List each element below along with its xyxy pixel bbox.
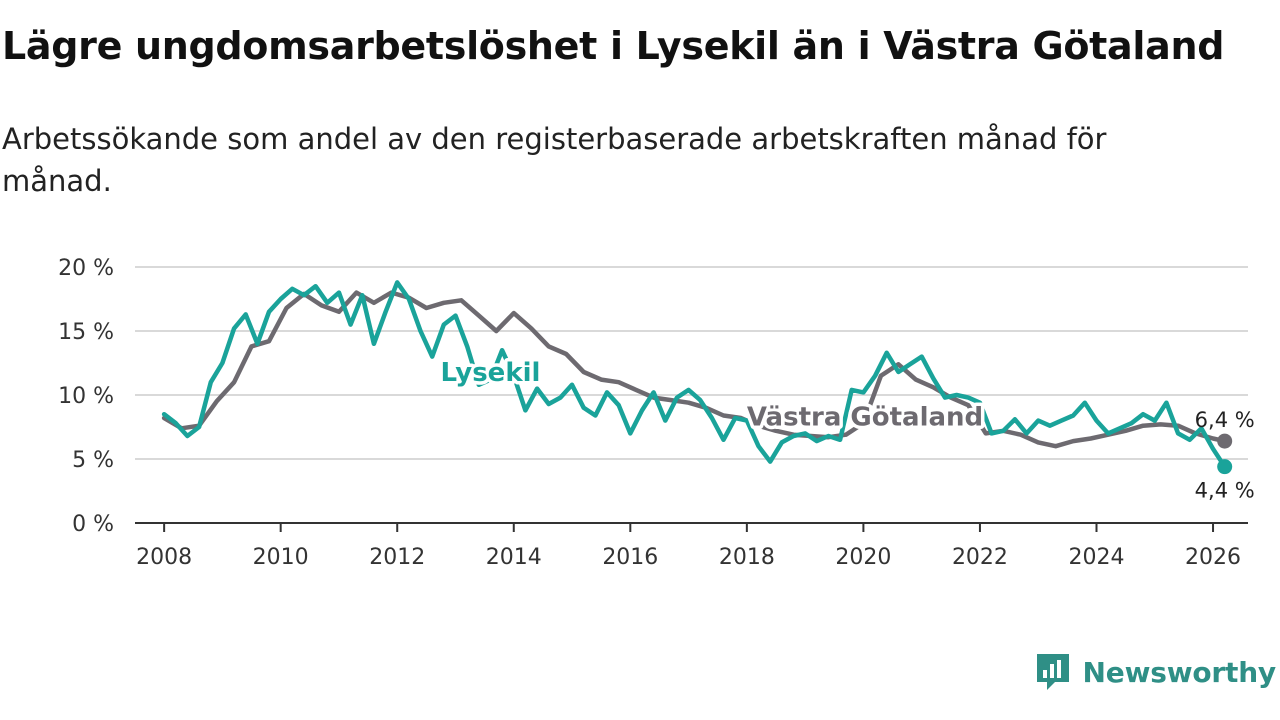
chart-subtitle: Arbetssökande som andel av den registerb…	[2, 122, 1107, 198]
gridlines	[135, 266, 1248, 460]
x-tick-label: 2012	[369, 545, 425, 570]
end-point-lysekil	[1217, 459, 1233, 475]
x-axis-ticks: 2008 2010 2012 2014 2016 2018 2020 2022 2024 2026	[136, 523, 1241, 570]
x-tick-label: 2022	[952, 545, 1008, 570]
x-tick-label: 2016	[602, 545, 658, 570]
x-tick-label: 2008	[136, 545, 192, 570]
brand-logo: Newsworthy	[1035, 652, 1276, 692]
x-tick-label: 2010	[253, 545, 309, 570]
y-tick-label: 20 %	[58, 256, 114, 281]
series-line-lysekil	[161, 280, 1227, 469]
y-tick-label: 0 %	[72, 512, 114, 537]
y-axis-ticks: 0 % 5 % 10 % 15 % 20 %	[58, 256, 114, 537]
series-labels: 6,4 % 4,4 % Lysekil Västra Götaland	[437, 354, 1255, 503]
brand-name: Newsworthy	[1082, 655, 1277, 689]
chart-title: Lägre ungdomsarbetslöshet i Lysekil än i…	[2, 24, 1225, 68]
series-line-v-stra-g-taland	[161, 290, 1227, 449]
x-tick-label: 2026	[1185, 545, 1241, 570]
x-tick-label: 2020	[835, 545, 891, 570]
series-lines	[161, 280, 1233, 475]
end-point-v-stra-g-taland	[1217, 433, 1233, 449]
x-tick-label: 2018	[719, 545, 775, 570]
x-tick-label: 2014	[486, 545, 542, 570]
y-tick-label: 5 %	[72, 448, 114, 473]
series-label-vastra-gotaland: Västra Götaland	[747, 403, 983, 433]
newsworthy-logo-icon	[1036, 654, 1069, 690]
y-tick-label: 15 %	[58, 320, 114, 345]
x-tick-label: 2024	[1068, 545, 1124, 570]
series-label-lysekil: Lysekil	[440, 358, 540, 388]
end-label-lysekil: 4,4 %	[1195, 479, 1255, 503]
end-label-vastra-gotaland: 6,4 %	[1195, 408, 1255, 432]
y-tick-label: 10 %	[58, 384, 114, 409]
